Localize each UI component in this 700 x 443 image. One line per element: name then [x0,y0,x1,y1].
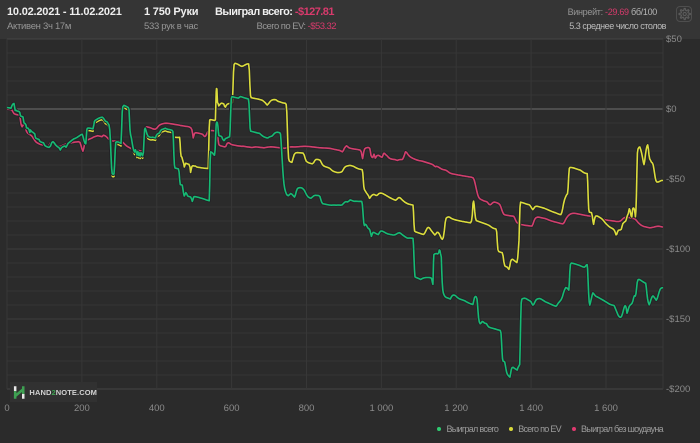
svg-text:1 400: 1 400 [519,403,543,414]
svg-text:800: 800 [299,403,315,414]
svg-text:-$150: -$150 [666,314,690,325]
svg-text:400: 400 [149,403,165,414]
svg-text:-$50: -$50 [666,174,685,185]
svg-text:-$100: -$100 [666,244,690,255]
svg-text:1 600: 1 600 [594,403,618,414]
svg-text:200: 200 [74,403,90,414]
svg-text:$0: $0 [666,104,677,115]
svg-text:0: 0 [4,403,9,414]
svg-text:1 200: 1 200 [444,403,468,414]
svg-text:$50: $50 [666,34,682,45]
svg-text:600: 600 [224,403,240,414]
svg-text:1 000: 1 000 [370,403,394,414]
svg-text:-$200: -$200 [666,384,690,395]
